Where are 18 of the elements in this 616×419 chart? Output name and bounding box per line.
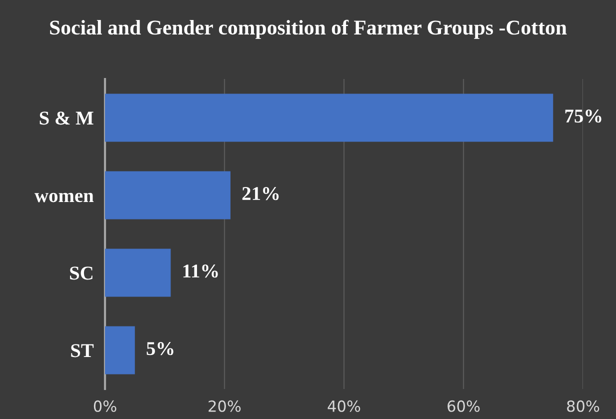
data-label: 75% <box>565 109 602 123</box>
y-tick-label: SC <box>70 266 92 280</box>
y-tick-label: women <box>34 192 94 202</box>
data-label: 5% <box>146 342 174 356</box>
x-tick-label: 60% <box>448 400 480 412</box>
x-tick-label: 80% <box>567 400 600 412</box>
bar <box>105 248 171 297</box>
bar <box>105 326 135 374</box>
data-label: 21% <box>242 186 279 200</box>
chart-title: Social and Gender composition of Farmer Groups -Cotton <box>50 20 567 39</box>
y-tick-label: ST <box>71 344 94 358</box>
bar <box>105 171 230 220</box>
data-label: 11% <box>183 264 218 278</box>
x-tick-label: 20% <box>208 400 241 412</box>
bar <box>105 94 554 142</box>
x-tick-label: 0% <box>94 400 116 412</box>
y-tick-label: S & M <box>40 112 94 125</box>
x-tick-label: 40% <box>328 400 360 412</box>
